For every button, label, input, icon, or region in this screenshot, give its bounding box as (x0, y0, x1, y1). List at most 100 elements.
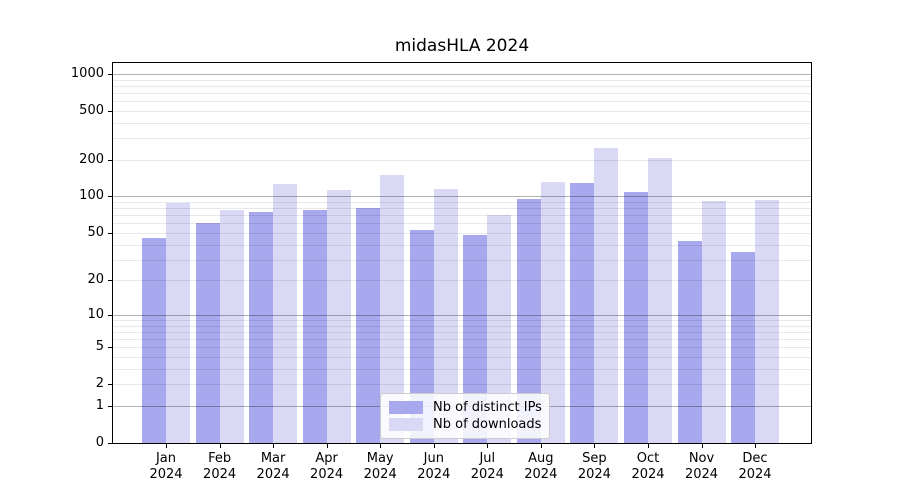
gridline-minor-400 (113, 122, 811, 124)
y-tick-100 (108, 196, 112, 198)
bar-apr-downloads (326, 189, 351, 443)
x-label-year: 2024 (631, 467, 665, 482)
x-axis-label-jun: Jun 2024 (399, 451, 469, 483)
x-tick-jan (166, 444, 167, 448)
x-tick-mar (273, 444, 275, 448)
x-label-month: Mar (260, 451, 286, 466)
x-axis-label-nov: Nov 2024 (667, 451, 737, 483)
x-axis-label-apr: Apr 2024 (292, 451, 362, 483)
gridline-minor-70 (113, 215, 811, 217)
x-axis-label-jan: Jan 2024 (131, 451, 201, 483)
gridline-minor-500 (113, 110, 811, 112)
bar-oct-downloads (648, 157, 672, 443)
x-tick-dec (755, 444, 756, 448)
gridline-minor-20 (113, 280, 811, 282)
x-tick-oct (648, 444, 649, 448)
bar-apr-distinct-ips (302, 209, 327, 443)
bar-jan-downloads (166, 203, 190, 443)
y-tick-10 (108, 314, 112, 316)
gridline-minor-700 (113, 92, 811, 94)
gridline-minor-7 (113, 331, 811, 333)
x-axis-label-sep: Sep 2024 (559, 451, 629, 483)
gridline-minor-2 (113, 384, 811, 386)
gridline-minor-60 (113, 223, 811, 225)
y-tick-2 (108, 384, 112, 386)
gridline-major-10 (113, 314, 811, 316)
y-tick-5 (108, 347, 112, 349)
bar-dec-distinct-ips (731, 251, 755, 443)
x-label-month: Oct (636, 451, 660, 466)
gridline-major-1000 (113, 73, 811, 75)
x-label-year: 2024 (256, 467, 290, 482)
y-axis-label-1: 1 (95, 398, 104, 413)
x-label-month: Jan (155, 451, 177, 466)
y-axis-label-2: 2 (95, 376, 104, 392)
gridline-minor-4 (113, 357, 811, 358)
gridline-minor-900 (113, 79, 811, 81)
x-axis-label-aug: Aug 2024 (506, 451, 576, 483)
x-label-year: 2024 (417, 467, 451, 482)
gridline-minor-30 (113, 259, 811, 261)
y-axis-label-10: 10 (87, 306, 104, 322)
legend-swatch-distinct-ips (389, 400, 423, 414)
x-axis-label-dec: Dec 2024 (720, 451, 790, 483)
x-tick-feb (219, 444, 221, 448)
bar-oct-distinct-ips (624, 192, 648, 443)
x-label-year: 2024 (310, 467, 344, 482)
y-tick-1000 (108, 73, 112, 75)
bar-mar-downloads (273, 184, 298, 443)
x-label-month: Apr (315, 451, 338, 466)
bar-nov-downloads (701, 201, 726, 443)
x-tick-jun (433, 444, 435, 448)
y-axis-label-200: 200 (79, 151, 104, 167)
x-label-month: Nov (688, 451, 715, 466)
gridline-major-100 (113, 196, 811, 198)
gridline-minor-200 (113, 159, 811, 161)
gridline-minor-800 (113, 85, 811, 87)
y-axis-label-5: 5 (95, 339, 104, 355)
x-tick-jul (487, 444, 489, 448)
gridline-minor-6 (113, 339, 811, 340)
gridline-minor-9 (113, 320, 811, 321)
x-tick-nov (701, 444, 703, 448)
x-label-year: 2024 (577, 467, 611, 482)
gridline-minor-80 (113, 208, 811, 210)
y-axis-label-500: 500 (79, 102, 104, 118)
bar-nov-distinct-ips (677, 240, 702, 443)
x-tick-may (380, 444, 382, 448)
bar-sep-distinct-ips (570, 182, 595, 443)
x-axis-label-mar: Mar 2024 (238, 451, 308, 483)
x-label-year: 2024 (470, 467, 504, 482)
x-label-year: 2024 (149, 467, 183, 482)
x-label-year: 2024 (363, 467, 397, 482)
gridline-minor-90 (113, 202, 811, 203)
gridline-minor-40 (113, 244, 811, 246)
x-label-year: 2024 (524, 467, 558, 482)
x-label-month: May (366, 451, 394, 466)
y-axis-label-1000: 1000 (70, 65, 104, 81)
x-label-year: 2024 (684, 467, 719, 482)
gridline-minor-8 (113, 325, 811, 327)
x-tick-sep (594, 444, 596, 448)
legend-label-distinct-ips: Nb of distinct IPs (433, 399, 542, 415)
x-axis-label-may: May 2024 (345, 451, 415, 483)
bar-may-distinct-ips (356, 207, 381, 443)
x-tick-apr (326, 444, 328, 448)
gridline-minor-3 (113, 368, 811, 370)
y-tick-200 (108, 159, 112, 161)
y-axis-label-50: 50 (87, 224, 104, 240)
x-label-month: Jul (479, 451, 496, 466)
plot-area: Nb of distinct IPs Nb of downloads (112, 62, 812, 444)
legend: Nb of distinct IPs Nb of downloads (380, 393, 550, 439)
legend-label-downloads: Nb of downloads (433, 417, 542, 433)
x-axis-label-jul: Jul 2024 (452, 451, 522, 483)
gridline-minor-600 (113, 101, 811, 103)
x-tick-aug (540, 444, 542, 448)
x-axis-label-oct: Oct 2024 (613, 451, 683, 483)
x-label-month: Feb (208, 451, 232, 466)
x-label-month: Sep (582, 451, 607, 466)
legend-item-distinct-ips: Nb of distinct IPs (389, 399, 542, 415)
bar-feb-downloads (219, 210, 244, 443)
bar-feb-distinct-ips (195, 223, 220, 443)
